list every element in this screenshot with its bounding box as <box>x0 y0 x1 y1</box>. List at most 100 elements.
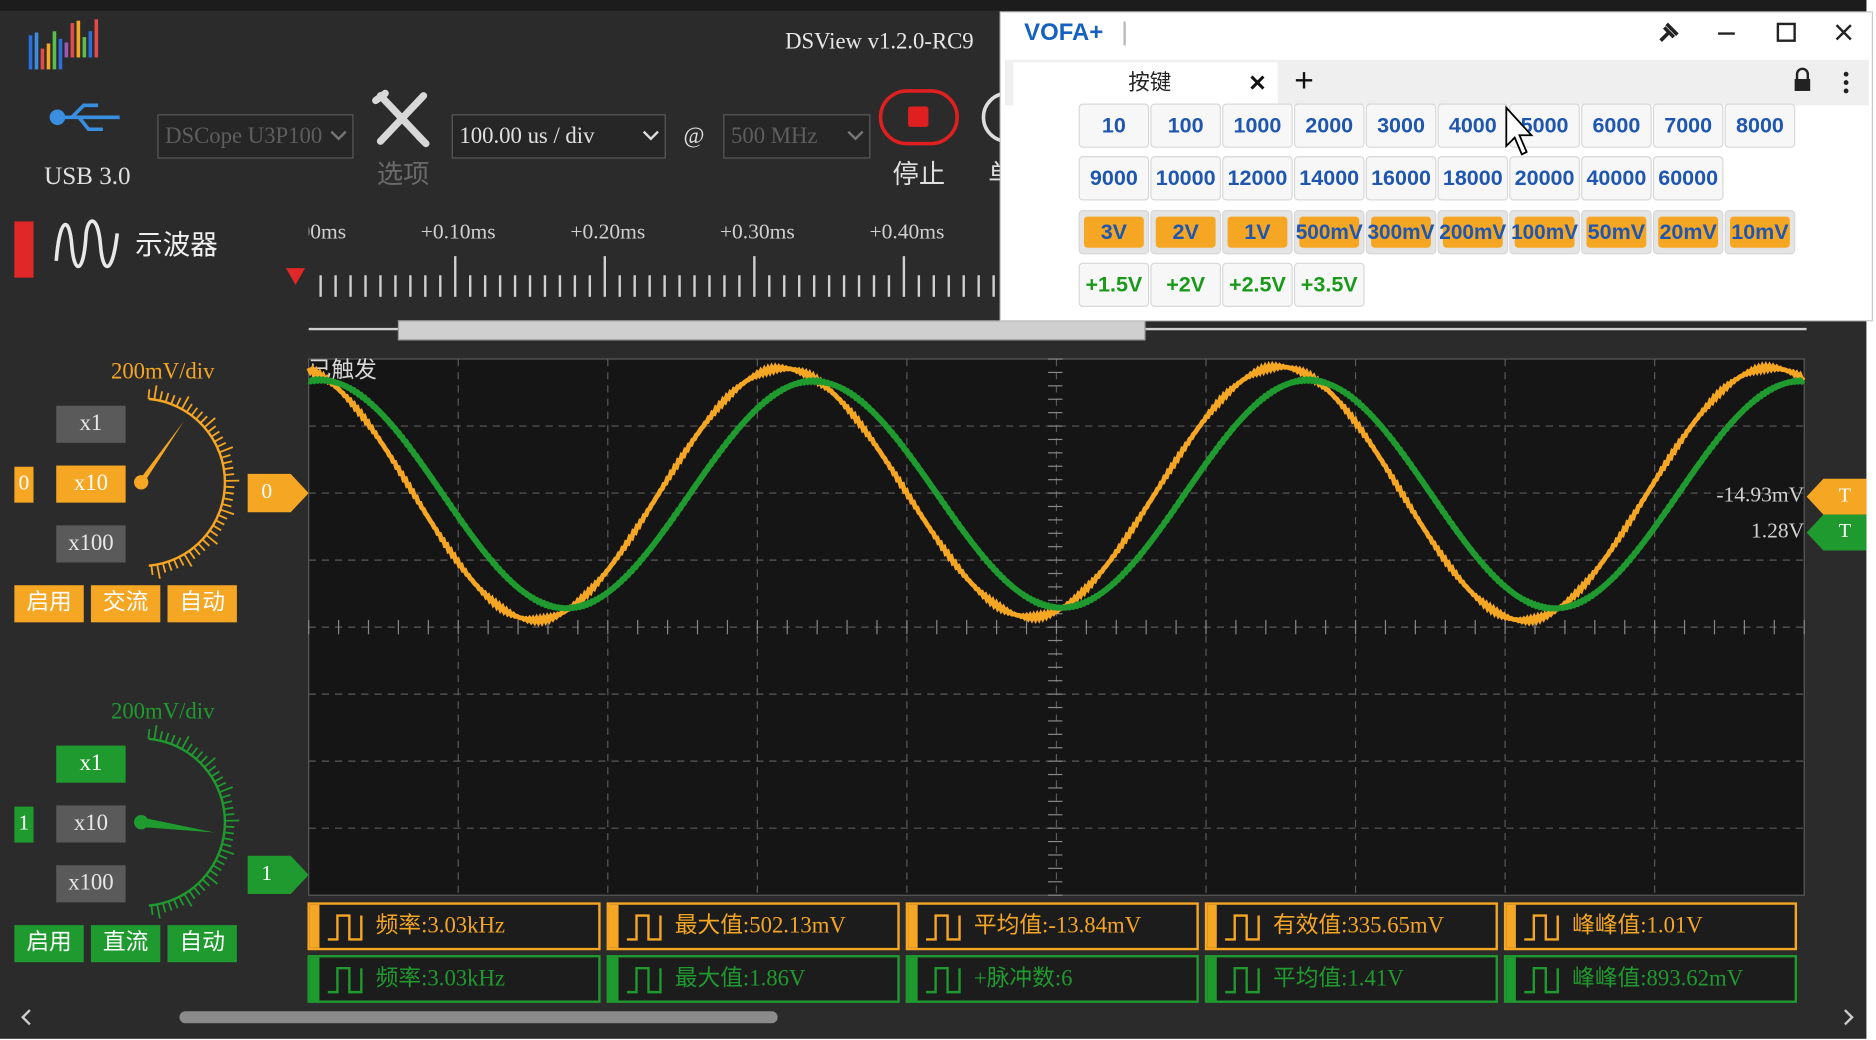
measure-icon <box>1524 914 1559 941</box>
dial-tick <box>199 415 208 424</box>
key-button[interactable] <box>1078 156 1150 201</box>
dial-tick <box>153 725 158 740</box>
trigger-marker[interactable] <box>1806 478 1867 515</box>
key-button[interactable] <box>1150 156 1221 201</box>
probe-label: x10 <box>74 810 108 835</box>
tab-close[interactable] <box>1250 75 1265 90</box>
probe-button[interactable] <box>56 405 126 443</box>
probe-button[interactable] <box>56 745 126 783</box>
samplerate-select-chevron <box>847 130 864 141</box>
measure-value: 峰峰值:1.01V <box>1572 913 1703 938</box>
dial-tick <box>201 538 211 547</box>
logo-bar <box>94 19 99 58</box>
scroll-right[interactable] <box>1844 1009 1854 1026</box>
dial-tick <box>221 843 232 848</box>
dial-tick <box>207 765 217 773</box>
key-button[interactable] <box>1509 156 1580 201</box>
key-button[interactable] <box>1724 103 1796 148</box>
key-label: 6000 <box>1592 114 1640 138</box>
dial-tick <box>224 831 234 835</box>
measure-icon <box>1225 914 1260 941</box>
close-icon[interactable] <box>1835 24 1852 41</box>
key-button[interactable] <box>1365 156 1437 201</box>
maximize-icon[interactable] <box>1776 22 1796 42</box>
key-button[interactable] <box>1437 156 1509 201</box>
key-label: 100mV <box>1511 220 1579 244</box>
usb-shape <box>55 103 120 132</box>
dial-tick <box>195 411 204 420</box>
options-icon[interactable] <box>372 89 430 148</box>
channel-marker[interactable] <box>247 473 309 513</box>
tab[interactable] <box>1013 62 1278 106</box>
dial-tick <box>205 534 218 545</box>
channel-button[interactable] <box>90 925 161 963</box>
timebase-select-box[interactable] <box>451 114 666 159</box>
menu-dot[interactable] <box>1843 80 1849 85</box>
channel-marker[interactable] <box>247 855 309 894</box>
key-button[interactable] <box>1652 103 1724 148</box>
key-button[interactable] <box>1222 156 1293 201</box>
key-button[interactable] <box>1078 103 1150 148</box>
key-fill <box>1586 216 1647 248</box>
key-label: +2.5V <box>1229 273 1286 297</box>
key-button[interactable] <box>1293 156 1365 201</box>
stop-button[interactable] <box>878 89 959 146</box>
channel-button[interactable] <box>14 925 84 963</box>
pin-icon[interactable] <box>1659 22 1679 42</box>
measure-icon <box>327 914 363 941</box>
usb-dot <box>49 109 66 126</box>
ruler-label: +0.10ms <box>421 219 496 243</box>
measure-value: 平均值:-13.84mV <box>974 913 1142 938</box>
channel-button[interactable] <box>167 585 237 623</box>
probe-button[interactable] <box>56 805 126 843</box>
key-button[interactable] <box>1293 103 1365 148</box>
probe-button[interactable] <box>56 465 126 503</box>
channel-button[interactable] <box>167 925 237 963</box>
dial-tick <box>170 394 176 405</box>
dial-tick <box>212 524 222 532</box>
timebase-select-chevron <box>642 130 659 141</box>
dial-tick <box>150 565 154 576</box>
channel-marker-label: 0 <box>261 479 272 503</box>
dial-tick <box>190 407 199 416</box>
tab-label: 按键 <box>1128 70 1171 94</box>
key-button[interactable] <box>1581 103 1652 148</box>
dial-tick <box>223 466 234 471</box>
channel-button[interactable] <box>90 585 161 623</box>
key-button[interactable] <box>1222 103 1293 148</box>
dial-tick <box>147 729 151 739</box>
samplerate-select-box[interactable] <box>723 114 871 159</box>
menu-dot[interactable] <box>1843 88 1849 94</box>
key-fill <box>1442 216 1503 248</box>
measure-box <box>1204 955 1498 1003</box>
channel-button[interactable] <box>14 585 84 623</box>
mouse-cursor <box>1505 105 1534 156</box>
key-button[interactable] <box>1150 262 1221 307</box>
key-label: +1.5V <box>1085 273 1142 297</box>
scroll-window[interactable] <box>397 320 1146 341</box>
key-label: 100 <box>1168 114 1204 138</box>
dial-tick <box>150 905 154 915</box>
scroll-thumb[interactable] <box>179 1011 778 1024</box>
key-button[interactable] <box>1078 262 1150 307</box>
key-label: 18000 <box>1443 166 1503 190</box>
dial-tick <box>173 559 179 569</box>
trigger-marker[interactable] <box>1806 514 1867 551</box>
probe-button[interactable] <box>56 525 126 563</box>
trigger-pos <box>285 268 306 285</box>
at-sign: @ <box>683 123 704 148</box>
measure-box <box>1204 902 1498 951</box>
key-button[interactable] <box>1581 156 1652 201</box>
scroll-left[interactable] <box>21 1009 31 1026</box>
key-button[interactable] <box>1150 103 1221 148</box>
dial-tick <box>197 882 206 892</box>
measure-icon <box>626 914 662 941</box>
menu-dot[interactable] <box>1843 71 1849 77</box>
probe-button[interactable] <box>56 865 126 903</box>
key-button[interactable] <box>1365 103 1437 148</box>
device-select-box[interactable] <box>157 114 354 159</box>
key-label: 7000 <box>1664 114 1712 138</box>
key-button[interactable] <box>1652 156 1724 201</box>
key-button[interactable] <box>1293 262 1365 307</box>
key-button[interactable] <box>1222 262 1293 307</box>
